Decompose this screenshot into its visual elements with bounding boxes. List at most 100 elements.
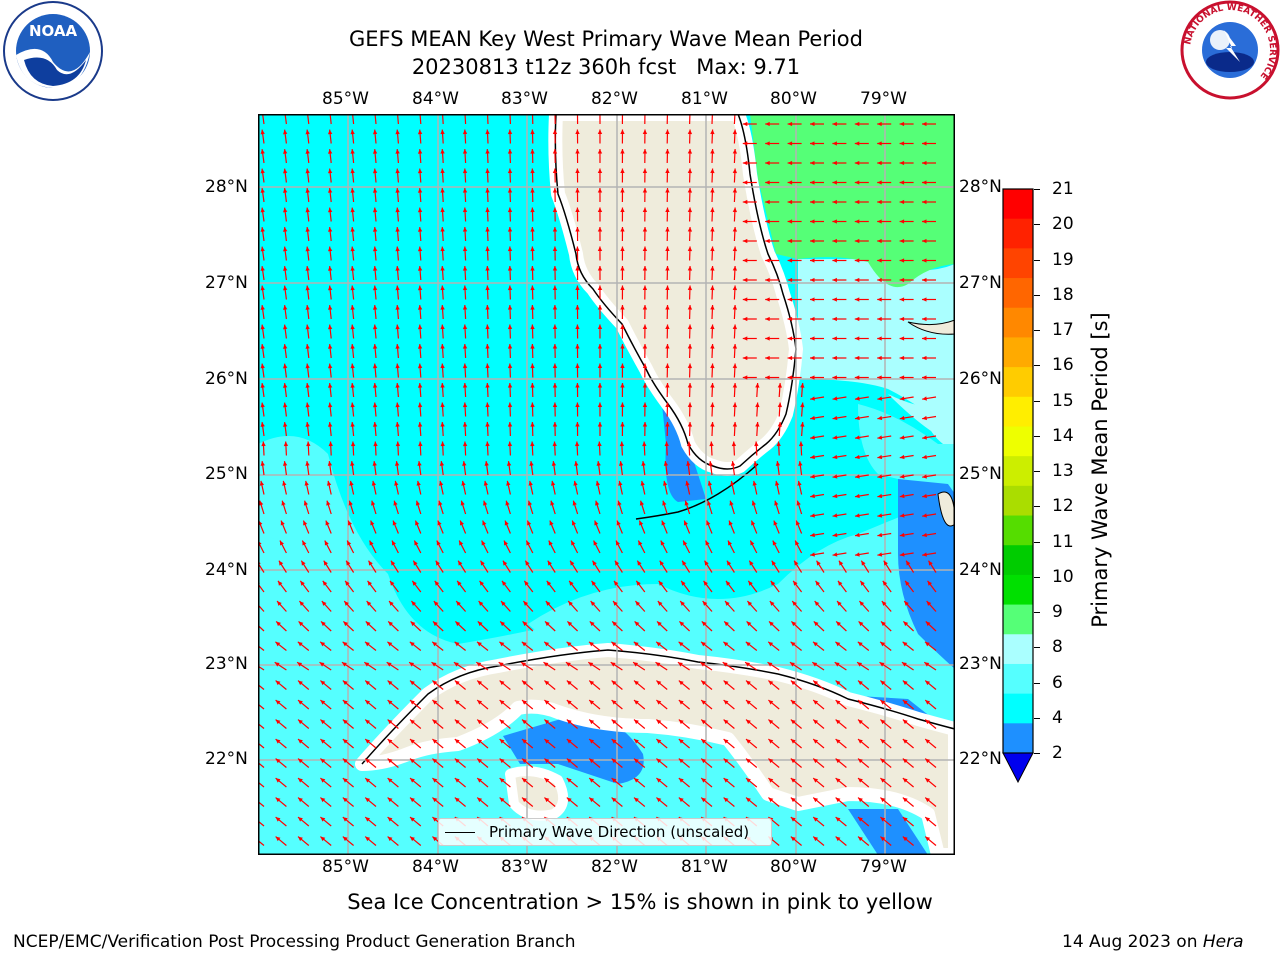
wave-arrow-head (544, 797, 550, 803)
wave-arrow-head (710, 285, 715, 291)
wave-arrow-head (260, 207, 265, 213)
wave-arrow-head (617, 500, 622, 506)
wave-arrow-head (342, 700, 348, 705)
wave-arrow-head (687, 422, 693, 427)
wave-arrow-head (346, 560, 351, 566)
wave-arrow-head (575, 363, 580, 369)
wave-arrow-head (551, 461, 557, 466)
wave-arrow-head (854, 238, 860, 244)
wave-arrow-head (260, 402, 265, 408)
wave-arrow-head (731, 441, 737, 447)
wave-arrow-head (701, 758, 707, 764)
wave-arrow-head (387, 700, 393, 705)
wave-arrow-head (462, 383, 468, 388)
wave-arrow-head (281, 500, 286, 506)
wave-arrow-head (636, 580, 641, 586)
top-lon-label: 82°W (591, 89, 638, 109)
wave-arrow-head (899, 180, 905, 185)
wave-arrow-head (877, 415, 883, 421)
wave-arrow-head (462, 188, 468, 193)
wave-arrow-head (522, 680, 527, 686)
wave-arrow-head (410, 621, 416, 627)
wave-arrow-head (552, 402, 558, 408)
wave-arrow-head (440, 227, 445, 232)
wave-arrow-head (765, 238, 770, 244)
wave-arrow-head (298, 700, 303, 705)
wave-arrow-head (485, 441, 490, 447)
wave-arrow-head (350, 246, 355, 252)
wave-arrow-head (572, 500, 577, 506)
wave-arrow-head (350, 129, 355, 135)
wave-arrow-head (283, 168, 288, 174)
wave-arrow-head (260, 227, 265, 232)
wave-arrow-head (432, 641, 438, 647)
wave-arrow-head (477, 778, 483, 783)
wave-arrow-head (260, 383, 265, 388)
wave-arrow-head (485, 266, 490, 271)
wave-arrow-head (567, 621, 573, 627)
wave-arrow-head (305, 129, 310, 135)
wave-arrow-head (777, 402, 783, 408)
wave-arrow-head (350, 363, 355, 369)
wave-arrow-head (440, 246, 445, 252)
wave-arrow-head (593, 540, 598, 546)
wave-arrow-head (372, 129, 378, 135)
wave-arrow-head (687, 129, 693, 135)
wave-arrow-head (320, 641, 326, 647)
wave-arrow-head (620, 363, 625, 369)
blue-region (898, 479, 955, 669)
wave-arrow-head (656, 700, 662, 705)
colorbar-tick-mark (1034, 753, 1040, 754)
wave-arrow-head (498, 662, 504, 667)
wave-arrow-head (575, 344, 580, 349)
wave-arrow-head (810, 160, 815, 166)
wave-arrow-head (703, 580, 709, 586)
wave-arrow-head (732, 149, 738, 154)
wave-arrow-head (320, 797, 326, 803)
wave-arrow-head (417, 207, 423, 213)
wave-arrow-head (854, 297, 860, 302)
wave-arrow-head (687, 383, 693, 388)
wave-arrow-head (485, 168, 490, 174)
wave-arrow-head (642, 168, 648, 174)
wave-arrow-head (665, 363, 670, 369)
wave-arrow-head (589, 641, 594, 647)
wave-arrow-head (591, 580, 597, 586)
wave-arrow-head (800, 422, 805, 427)
wave-arrow-head (507, 422, 513, 427)
wave-arrow-head (772, 540, 777, 546)
map-legend: Primary Wave Direction (unscaled) (438, 818, 772, 846)
wave-arrow-head (642, 402, 648, 408)
wave-arrow-head (417, 422, 423, 427)
wave-arrow-head (787, 121, 793, 127)
colorbar-bin (1003, 396, 1033, 427)
wave-arrow-head (500, 621, 505, 627)
wave-arrow-head (275, 641, 281, 647)
right-lat-label: 25°N (959, 464, 1002, 484)
wave-arrow-head (275, 719, 281, 725)
wave-arrow-head (372, 461, 377, 466)
wave-arrow-head (477, 739, 483, 744)
wave-arrow-head (899, 532, 905, 538)
wave-arrow-head (922, 297, 927, 302)
wave-arrow-head (899, 258, 905, 263)
wave-arrow-head (854, 493, 860, 499)
wave-arrow-head (728, 520, 733, 526)
top-lon-label: 85°W (322, 89, 369, 109)
wave-arrow-head (771, 560, 776, 566)
wave-arrow-head (642, 266, 648, 271)
wave-arrow-head (922, 180, 927, 185)
wave-arrow-head (391, 540, 396, 546)
wave-arrow-head (710, 266, 715, 271)
wave-arrow-head (275, 778, 281, 783)
wave-arrow-head (656, 680, 662, 686)
wave-arrow-head (530, 324, 535, 330)
wave-arrow-head (710, 129, 715, 135)
wave-arrow-head (597, 246, 603, 252)
wave-arrow-head (925, 641, 930, 647)
wave-arrow-head (858, 817, 863, 822)
wave-arrow-head (462, 227, 468, 232)
wave-arrow-head (854, 316, 860, 322)
wave-arrow-head (547, 560, 552, 566)
wave-arrow-head (642, 285, 648, 291)
